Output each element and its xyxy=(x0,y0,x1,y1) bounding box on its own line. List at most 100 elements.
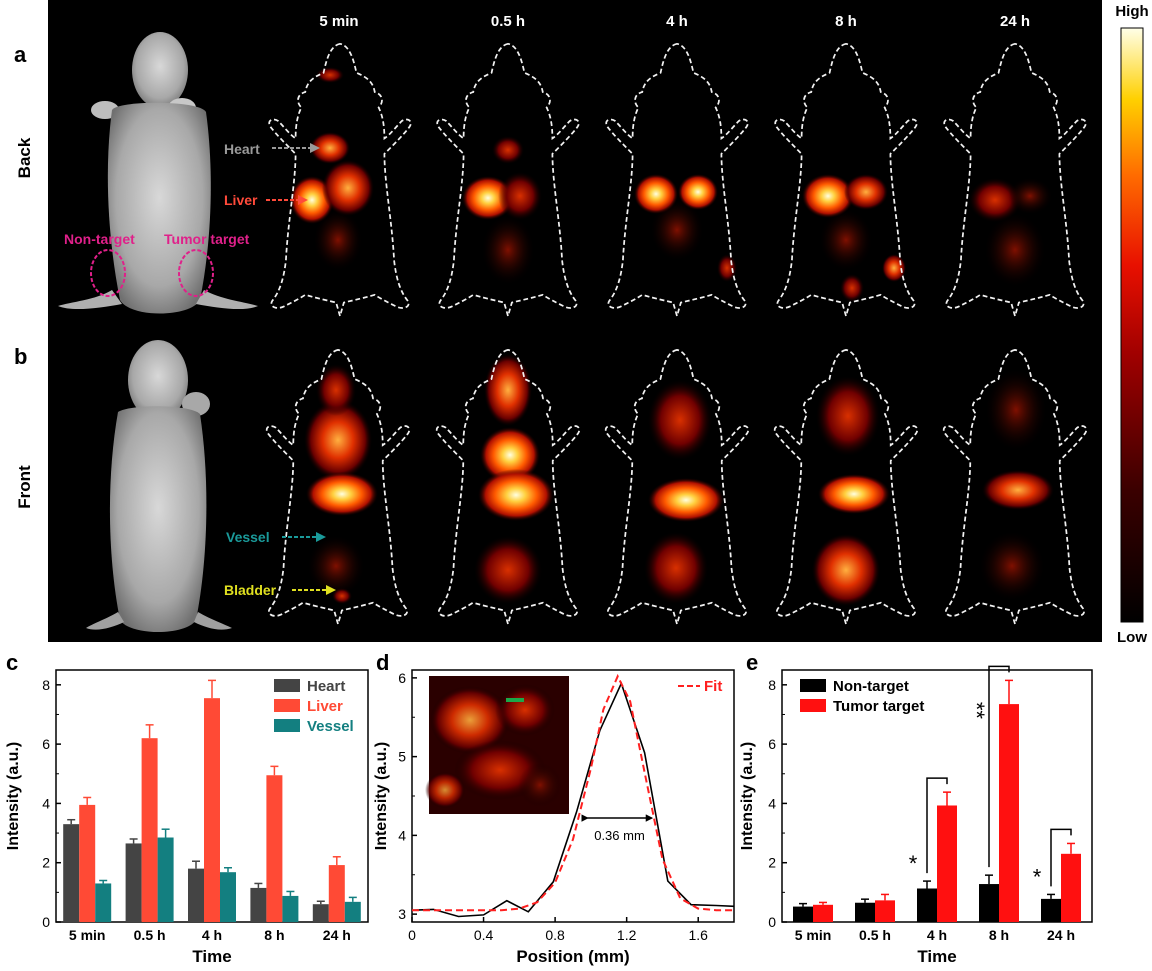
panel-e-label: e xyxy=(746,650,758,675)
bar xyxy=(157,837,174,922)
y-tick-label: 4 xyxy=(42,795,50,811)
target-regions xyxy=(90,249,214,297)
chart-e: 0 2 4 6 8 Intensity (a.u.) Time 5 min 0.5 h 4 h 8 … xyxy=(739,665,1093,966)
bar xyxy=(793,906,813,922)
x-tick-label: 4 h xyxy=(927,927,947,943)
profile-inset-image xyxy=(425,676,569,814)
timepoint-label-2: 0.5 h xyxy=(491,13,525,30)
y-tick-label: 0 xyxy=(768,914,776,930)
tumor-target-label: Tumor target xyxy=(164,231,250,247)
panel-b-label: b xyxy=(14,344,27,369)
y-tick-label: 3 xyxy=(398,906,406,922)
y-axis-label: Intensity (a.u.) xyxy=(373,742,390,850)
bar xyxy=(917,888,937,922)
legend-label: Non-target xyxy=(833,678,909,695)
fluorescence-back-4h xyxy=(605,42,749,317)
y-tick-label: 4 xyxy=(398,827,406,843)
y-tick-label: 6 xyxy=(398,670,406,686)
bladder-label: Bladder xyxy=(224,582,277,598)
y-tick-label: 8 xyxy=(768,677,776,693)
panel-c-label: c xyxy=(6,650,18,675)
legend-swatch xyxy=(800,699,826,712)
fwhm-label: 0.36 mm xyxy=(594,828,645,843)
bar xyxy=(937,805,957,922)
chart-c: 0 2 4 6 8 Intensity (a.u.) Time 5 min 0.5 h 4 h 8 … xyxy=(5,669,369,966)
x-tick-label: 0.8 xyxy=(545,927,565,943)
bar xyxy=(188,868,204,922)
x-tick-label: 4 h xyxy=(202,927,222,943)
fluorescence-back-0.5h xyxy=(436,42,580,317)
image-panel-background xyxy=(48,0,1102,642)
bar xyxy=(282,895,299,922)
bar xyxy=(204,698,220,922)
bar xyxy=(328,865,345,922)
photo-back-mouse xyxy=(58,32,258,314)
y-axis-label: Intensity (a.u.) xyxy=(5,742,22,850)
vessel-label: Vessel xyxy=(226,529,270,545)
legend-label: Liver xyxy=(307,698,343,715)
fluorescence-front-0.5h xyxy=(435,348,581,625)
x-tick-label: 1.6 xyxy=(688,927,708,943)
timepoint-label-3: 4 h xyxy=(666,13,688,30)
row-label-back: Back xyxy=(15,137,34,178)
heart-label: Heart xyxy=(224,141,260,157)
fluorescence-front-24h xyxy=(942,348,1088,625)
timepoint-label-4: 8 h xyxy=(835,13,857,30)
fit-line xyxy=(412,673,734,912)
significance-bracket xyxy=(1050,828,1072,887)
x-tick-label: 1.2 xyxy=(617,927,637,943)
bar xyxy=(813,904,833,922)
timepoint-label-1: 5 min xyxy=(319,13,358,30)
bar xyxy=(999,704,1019,922)
bar xyxy=(312,904,329,922)
x-tick-label: 5 min xyxy=(795,927,832,943)
legend-swatch xyxy=(274,699,300,712)
y-tick-label: 2 xyxy=(42,855,50,871)
x-tick-label: 24 h xyxy=(323,927,351,943)
fluorescence-back-8h xyxy=(774,42,918,317)
y-tick-label: 8 xyxy=(42,677,50,693)
fluorescence-front-5min xyxy=(265,348,411,625)
legend-swatch xyxy=(274,719,300,732)
photo-front-mouse xyxy=(86,340,232,632)
row-label-front: Front xyxy=(15,465,34,509)
y-axis-label: Intensity (a.u.) xyxy=(739,742,756,850)
x-tick-label: 0.4 xyxy=(474,927,494,943)
legend-label: Fit xyxy=(704,678,722,695)
x-tick-label: 0 xyxy=(408,927,416,943)
fluorescence-front-8h xyxy=(773,348,919,625)
fluorescence-back-24h xyxy=(943,42,1087,317)
y-tick-label: 6 xyxy=(768,736,776,752)
bar xyxy=(875,900,895,922)
y-tick-label: 0 xyxy=(42,914,50,930)
x-tick-label: 8 h xyxy=(264,927,284,943)
colorbar xyxy=(1120,27,1144,623)
timepoint-label-5: 24 h xyxy=(1000,13,1030,30)
bar xyxy=(220,872,236,922)
bar xyxy=(1041,898,1061,922)
significance-bracket xyxy=(926,777,948,874)
significance-marker: * xyxy=(1033,864,1042,889)
panel-d-label: d xyxy=(376,650,389,675)
bar xyxy=(141,738,158,922)
x-tick-label: 0.5 h xyxy=(134,927,166,943)
y-tick-label: 2 xyxy=(768,855,776,871)
legend-swatch xyxy=(800,679,826,692)
x-tick-label: 8 h xyxy=(989,927,1009,943)
y-tick-label: 6 xyxy=(42,736,50,752)
legend-label: Vessel xyxy=(307,718,354,735)
bar xyxy=(125,843,142,922)
legend-swatch xyxy=(274,679,300,692)
significance-marker: ** xyxy=(964,702,989,720)
y-tick-label: 5 xyxy=(398,749,406,765)
profile-line xyxy=(411,681,735,918)
bar xyxy=(855,902,875,922)
significance-marker: * xyxy=(909,851,918,876)
bar xyxy=(344,901,361,922)
legend-label: Heart xyxy=(307,678,345,695)
panel-a-label: a xyxy=(14,42,27,67)
y-tick-label: 4 xyxy=(768,795,776,811)
chart-d: 3 4 5 6 Intensity (a.u.) Position (mm) 0 0.4 0.8… xyxy=(373,669,735,966)
bar xyxy=(63,824,80,922)
bar xyxy=(979,884,999,922)
